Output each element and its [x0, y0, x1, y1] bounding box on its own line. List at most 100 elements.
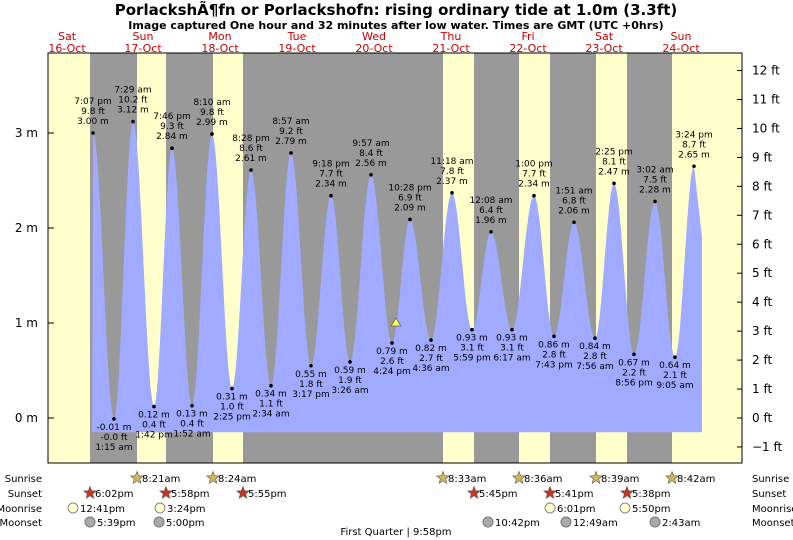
tide-point [269, 383, 273, 388]
right-tick-label: 0 ft [752, 411, 772, 425]
tide-point [91, 131, 95, 135]
day-date: 21-Oct [432, 42, 470, 55]
tide-point [152, 404, 156, 409]
right-tick-label: 8 ft [752, 179, 772, 193]
tide-label: 7:46 pm [153, 112, 191, 122]
tide-label: 6.8 ft [562, 196, 586, 206]
sunrise-icon [665, 470, 679, 484]
tide-label: 2.79 m [275, 137, 307, 147]
moonrise-time: 12:41pm [80, 504, 125, 515]
sunset-time: 5:55pm [248, 489, 287, 500]
sunrise-icon [130, 470, 144, 484]
moonset-time: 5:39pm [97, 518, 136, 529]
tide-point [429, 338, 433, 342]
sunrise-time: 8:39am [601, 474, 639, 485]
sunset-time: 5:45pm [479, 489, 518, 500]
tide-label: 0.59 m [334, 366, 366, 376]
row-label-right: Sunset [752, 489, 786, 500]
sunset-time: 5:58pm [171, 489, 210, 500]
right-tick-label: −1 ft [752, 440, 783, 454]
moon-phase-label: First Quarter | 9:58pm [340, 527, 451, 538]
moonrise-time: 3:24pm [167, 504, 206, 515]
tide-label: 9.8 ft [81, 107, 105, 117]
day-name: Sat [595, 30, 614, 43]
tide-label: 7:29 am [114, 86, 151, 96]
chart-subtitle: Image captured One hour and 32 minutes a… [128, 19, 663, 32]
tide-label: 3.00 m [77, 117, 109, 127]
tide-label: 2.47 m [598, 167, 630, 177]
tide-label: 2:34 am [252, 410, 289, 420]
tide-label: 9.3 ft [160, 122, 184, 132]
moonset-icon [649, 516, 661, 528]
left-tick-label: 2 m [15, 221, 38, 235]
moonrise-icon [67, 502, 79, 514]
tide-label: 2.09 m [394, 203, 426, 213]
tide-label: 2.8 ft [542, 350, 566, 360]
sunset-icon [83, 485, 97, 499]
tide-label: 2.1 ft [663, 371, 687, 381]
tide-label: 3:24 pm [675, 130, 713, 140]
moonset-icon [482, 516, 494, 528]
day-date: 22-Oct [509, 42, 547, 55]
tide-label: 3:17 pm [292, 390, 330, 400]
daylight-band [48, 53, 90, 463]
moonset-time: 2:43am [662, 518, 700, 529]
right-tick-label: 10 ft [752, 121, 780, 135]
tide-point [348, 360, 352, 364]
sunrise-icon [512, 470, 526, 484]
tide-label: 8:56 pm [615, 378, 653, 388]
tide-point [653, 199, 657, 204]
tide-label: 8.4 ft [359, 149, 383, 159]
tide-label: 0.13 m [176, 410, 208, 420]
right-tick-label: 11 ft [752, 92, 780, 106]
tide-label: 2.6 ft [380, 357, 404, 367]
tide-label: 1.1 ft [259, 400, 283, 410]
day-name: Sun [671, 30, 692, 43]
sun-moon-table: Sunrise Sunrise Sunset Sunset Moonrise Moonri… [0, 470, 793, 538]
moonrise-time: 5:50pm [632, 504, 671, 515]
tide-label: 2.06 m [558, 206, 590, 216]
day-labels: Sat16-OctSun17-OctMon18-OctTue19-OctWed2… [48, 30, 700, 55]
tide-label: 8.6 ft [239, 144, 263, 154]
tide-label: 0.12 m [138, 411, 170, 421]
row-label-right: Sunrise [752, 474, 789, 485]
tide-point [572, 220, 576, 225]
tide-label: 2.84 m [156, 132, 188, 142]
tide-label: -0.0 ft [101, 433, 128, 443]
tide-point [131, 119, 135, 124]
tide-label: 0.86 m [538, 340, 570, 350]
moonset-time: 10:42pm [495, 518, 540, 529]
tide-label: 12:08 am [469, 196, 512, 206]
tide-label: 8.7 ft [682, 140, 706, 150]
plot-border [47, 52, 743, 464]
sunrise-icon [206, 470, 220, 484]
sunrise-time: 8:33am [448, 474, 486, 485]
sunrise-time: 8:21am [142, 474, 180, 485]
sunrise-icon [436, 470, 450, 484]
moonset-time: 5:00pm [166, 518, 205, 529]
tide-label: 0.93 m [456, 334, 488, 344]
sunrise-icon [589, 470, 603, 484]
day-name: Sat [58, 30, 77, 43]
moonset-icon [560, 516, 572, 528]
sunset-icon [620, 485, 634, 499]
tide-label: 2.61 m [235, 154, 267, 164]
tide-point [190, 403, 194, 408]
moonrise-icon [544, 502, 556, 514]
tide-label: 7.5 ft [643, 175, 667, 185]
tide-point [170, 146, 174, 150]
tide-label: 3.12 m [117, 106, 149, 116]
tide-point [249, 168, 253, 172]
tide-label: 8:57 am [272, 117, 309, 127]
tide-label: 11:18 am [430, 157, 473, 167]
day-date: 17-Oct [124, 42, 162, 55]
right-tick-label: 1 ft [752, 382, 772, 396]
tide-label: 2.99 m [196, 118, 228, 128]
tide-label: 9:18 pm [312, 160, 350, 170]
sunset-time: 6:02pm [95, 489, 134, 500]
sunrise-time: 8:36am [524, 474, 562, 485]
sunset-time: 5:38pm [632, 489, 671, 500]
tide-label: 0.84 m [579, 342, 611, 352]
day-name: Fri [521, 30, 534, 43]
tide-point [532, 193, 536, 198]
